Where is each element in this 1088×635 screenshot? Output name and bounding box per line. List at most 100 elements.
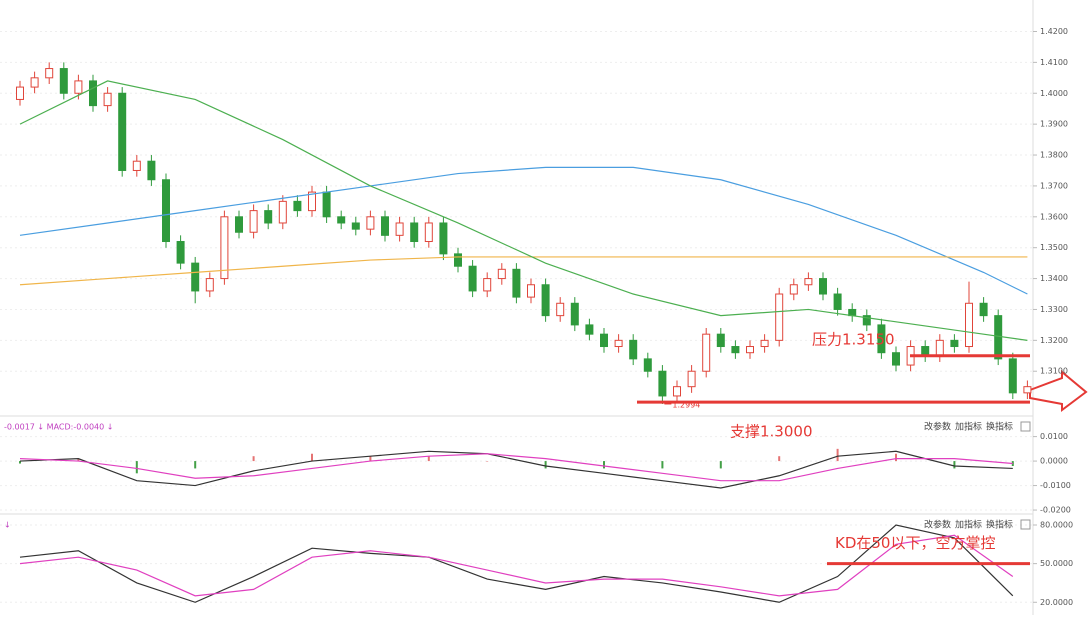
candle-body <box>979 302 988 317</box>
y-tick-label: 1.4200 <box>1040 27 1068 36</box>
histogram-bar <box>544 461 547 469</box>
histogram-bar <box>895 453 897 462</box>
candle-body <box>132 160 141 171</box>
y-tick-label: 1.3600 <box>1040 212 1068 221</box>
y-tick-label: 1.3100 <box>1040 367 1068 376</box>
candle-body <box>892 352 900 366</box>
candle-body <box>176 241 185 264</box>
candle-body <box>497 268 506 280</box>
candle-body <box>424 222 433 243</box>
candle-body <box>103 92 112 107</box>
candle-body <box>366 216 375 230</box>
candle-body <box>789 284 798 295</box>
candle-body <box>118 92 127 171</box>
candle-body <box>512 268 521 298</box>
indicator-button[interactable]: 换指标 <box>986 519 1013 531</box>
candle-body <box>74 80 83 94</box>
y-tick-label: 1.3800 <box>1040 151 1068 160</box>
histogram-bar <box>778 456 781 462</box>
indicator-button[interactable]: 加指标 <box>955 519 982 531</box>
y-tick-label: -0.0100 <box>1040 481 1071 490</box>
candle-body <box>643 358 652 372</box>
candle-body <box>235 216 243 233</box>
candle-body <box>673 386 681 397</box>
candle-body <box>935 339 944 357</box>
y-tick-label: 1.3200 <box>1040 336 1068 345</box>
annotation-text: KD在50以下，空方掌控 <box>835 534 995 552</box>
candle-body <box>468 265 477 292</box>
candle-body <box>439 222 448 255</box>
candle-body <box>1023 386 1032 394</box>
histogram-bar <box>194 461 197 469</box>
candle-body <box>614 339 623 348</box>
histogram-bar <box>486 461 489 462</box>
candle-body <box>162 179 170 243</box>
candle-body <box>381 216 389 236</box>
candle-body <box>1008 358 1017 394</box>
candle-body <box>760 339 769 348</box>
candle-body <box>454 253 462 267</box>
candle-body <box>716 333 725 348</box>
close-button[interactable] <box>1020 519 1031 530</box>
indicator-button[interactable]: 换指标 <box>986 421 1013 433</box>
histogram-bar <box>719 461 722 469</box>
indicator-button[interactable]: 改参数 <box>924 519 951 531</box>
y-tick-label: 1.3900 <box>1040 120 1068 129</box>
histogram-bar <box>252 456 255 462</box>
series-line <box>19 80 1028 341</box>
candle-body <box>877 324 886 354</box>
y-tick-label: 80.0000 <box>1040 521 1073 530</box>
candle-body <box>804 278 813 286</box>
candle-body <box>862 315 871 326</box>
candle-body <box>278 200 287 224</box>
candle-body <box>658 370 667 397</box>
indicator-button[interactable]: 改参数 <box>924 421 951 433</box>
y-tick-label: 1.3700 <box>1040 181 1068 190</box>
candle-body <box>205 278 214 292</box>
y-tick-label: 0.0100 <box>1040 432 1068 441</box>
y-tick-label: 50.0000 <box>1040 559 1073 568</box>
candle-body <box>541 284 550 317</box>
candle-body <box>249 210 258 233</box>
series-line <box>19 534 1014 597</box>
candle-body <box>89 80 97 107</box>
candle-body <box>45 68 54 79</box>
candle-body <box>147 160 156 181</box>
candle-body <box>395 222 404 236</box>
candle-body <box>527 284 535 298</box>
indicator-button[interactable]: 加指标 <box>955 421 982 433</box>
histogram-bar <box>19 461 21 464</box>
candle-body <box>819 278 827 295</box>
y-tick-label: 1.3500 <box>1040 243 1068 252</box>
series-line <box>19 450 1013 489</box>
indicator-header: -0.0017 ↓ MACD:-0.0040 ↓ <box>4 423 113 432</box>
close-button[interactable] <box>1020 421 1031 432</box>
candle-body <box>483 278 492 292</box>
candle-body <box>585 324 594 335</box>
y-tick-label: 20.0000 <box>1040 598 1073 607</box>
candle-body <box>556 302 565 317</box>
candle-body <box>322 191 331 218</box>
candle-body <box>746 346 754 354</box>
annotation-text: 支撑1.3000 <box>730 423 813 441</box>
histogram-bar <box>427 456 430 462</box>
y-tick-label: 1.3400 <box>1040 274 1068 283</box>
histogram-bar <box>836 448 839 462</box>
candle-body <box>191 262 200 292</box>
y-tick-label: -0.0200 <box>1040 506 1071 515</box>
histogram-bar <box>953 461 956 469</box>
y-tick-label: 1.4000 <box>1040 89 1068 98</box>
series-line <box>19 453 1013 482</box>
candle-body <box>220 216 229 280</box>
indicator-header: ↓ <box>4 521 11 530</box>
series-line <box>19 166 1028 295</box>
histogram-bar <box>135 461 138 474</box>
candle-body <box>687 370 696 388</box>
candle-body <box>59 68 68 94</box>
candle-body <box>30 77 39 88</box>
candle-body <box>337 216 346 224</box>
candle-body <box>950 339 959 348</box>
candle-body <box>965 302 973 348</box>
